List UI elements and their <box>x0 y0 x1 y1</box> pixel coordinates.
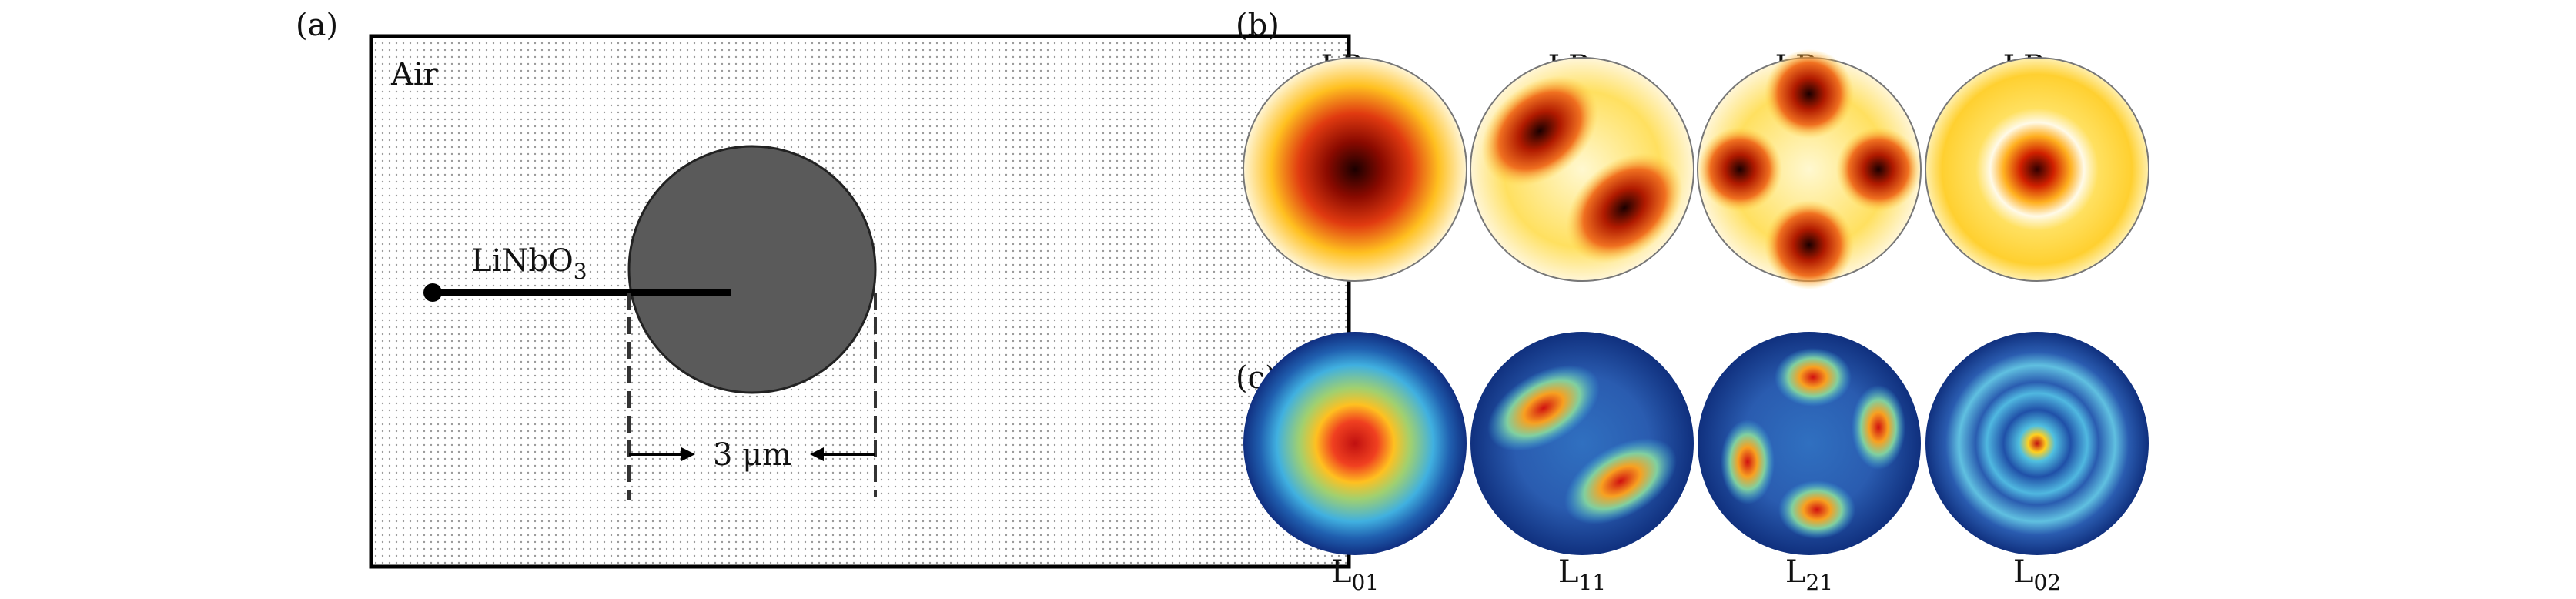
mode-lp11: LP11 <box>1470 49 1694 282</box>
mode-label: L02 <box>2013 554 2061 595</box>
panel-a-label: (a) <box>296 8 338 43</box>
mode-l02: L02 <box>1925 332 2149 595</box>
mode-lobe <box>1765 200 1854 289</box>
mode-lobe <box>1778 480 1855 539</box>
mode-lp21: LP21 <box>1697 49 1922 289</box>
panel-a: (a) Air LiNbO3 3 μm <box>296 8 1351 569</box>
mode-lobe <box>1566 152 1683 263</box>
mode-field-plot <box>1925 57 2149 282</box>
mode-lobe <box>1487 365 1600 451</box>
linbo3-core <box>627 145 877 394</box>
mode-field-plot <box>1925 332 2149 555</box>
mode-lp02: LP02 <box>1925 49 2149 282</box>
pointer-dot <box>423 283 442 302</box>
arrowhead-right-icon <box>681 447 695 461</box>
mode-lobe <box>1721 420 1775 504</box>
panel-b: (b) LP01 LP11 LP21 LP02 <box>1236 8 2149 289</box>
panel-b-label: (b) <box>1236 8 1280 43</box>
mode-field-plot <box>1243 332 1467 555</box>
mode-l21: L21 <box>1698 332 1921 595</box>
linbo3-label: LiNbO3 <box>471 243 587 284</box>
mode-l01: L01 <box>1243 332 1467 595</box>
mode-lp01: LP01 <box>1243 49 1467 282</box>
mode-lobe <box>1481 75 1598 186</box>
arrowhead-left-icon <box>810 447 824 461</box>
mode-label: L01 <box>1331 554 1379 595</box>
mode-lobe <box>1836 127 1921 212</box>
mode-lobe <box>1698 127 1782 212</box>
mode-label: L21 <box>1785 554 1833 595</box>
air-label: Air <box>390 57 439 92</box>
mode-lobe <box>1564 438 1677 524</box>
mode-lobe <box>1765 49 1854 139</box>
panel-c: (c) L01 L11 L21 L02 <box>1236 332 2149 595</box>
mode-lobe <box>1775 348 1852 407</box>
dimension-label: 3 μm <box>713 437 791 473</box>
mode-lobe <box>1852 385 1905 470</box>
mode-label: L11 <box>1558 554 1606 595</box>
mode-field-plot <box>1243 57 1467 282</box>
mode-l11: L11 <box>1470 332 1694 595</box>
